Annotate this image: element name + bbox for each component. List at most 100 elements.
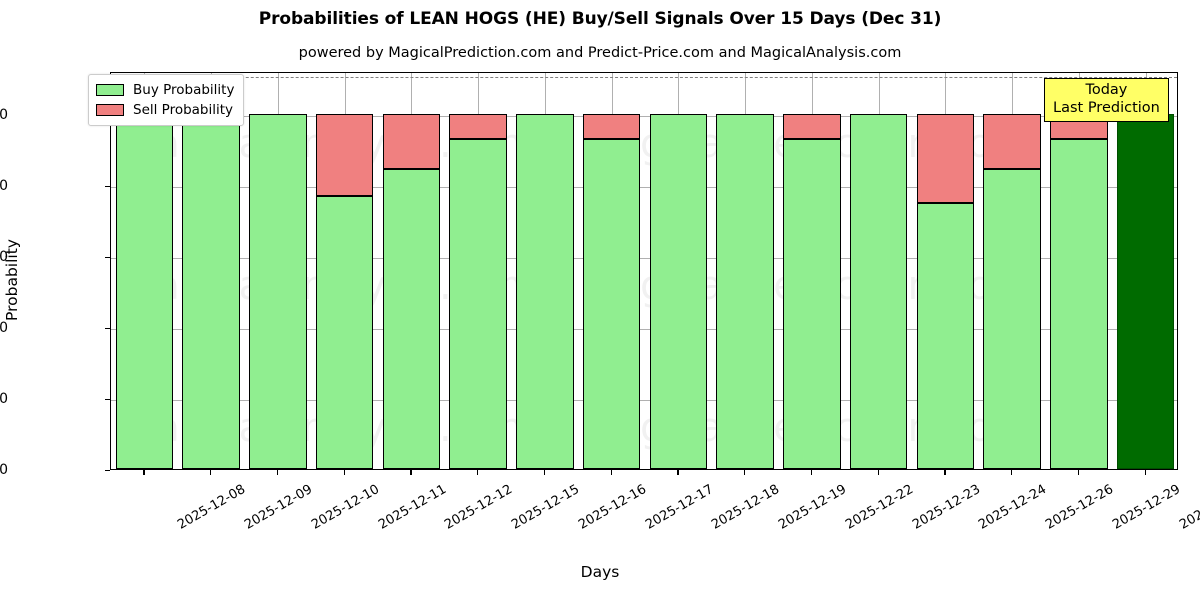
x-axis-label: Days: [580, 563, 620, 581]
x-axis-tick-mark: [1011, 470, 1013, 475]
bar-group[interactable]: [649, 73, 708, 469]
legend-swatch-sell: [96, 104, 124, 116]
bar-segment-sell[interactable]: [315, 113, 374, 197]
bar-group[interactable]: [382, 73, 441, 469]
bar-group[interactable]: [1116, 73, 1175, 469]
x-axis-tick-mark: [1144, 470, 1146, 475]
x-axis-tick-label: 2025-12-19: [776, 482, 850, 533]
bar-segment-buy[interactable]: [649, 113, 708, 469]
x-axis-tick-label: 2025-12-23: [909, 482, 983, 533]
x-axis-tick-label: 2025-12-09: [242, 482, 316, 533]
y-axis-tick-label: 60: [0, 248, 8, 265]
gridline-horizontal: [111, 399, 1177, 401]
legend-swatch-buy: [96, 84, 124, 96]
x-axis-tick-mark: [1077, 470, 1080, 475]
bar-segment-buy[interactable]: [449, 138, 507, 469]
x-axis-tick-label: 2025-12-12: [442, 482, 516, 533]
gridline-horizontal: [111, 328, 1177, 330]
x-axis-tick-mark: [410, 470, 412, 475]
x-axis-tick-mark: [477, 470, 479, 475]
chart-subtitle: powered by MagicalPrediction.com and Pre…: [298, 45, 902, 61]
bar-group[interactable]: [1050, 73, 1108, 469]
bar-segment-buy[interactable]: [783, 138, 841, 469]
x-axis-tick-mark: [744, 470, 746, 475]
plot-area: MagicalAnalysis.comMagicalPrediction.com…: [110, 72, 1178, 470]
x-axis-tick-mark: [944, 470, 946, 475]
legend-item-sell[interactable]: Sell Probability: [96, 100, 234, 120]
y-axis-tick-mark: [105, 256, 110, 258]
bar-group[interactable]: [916, 73, 975, 469]
bar-group[interactable]: [716, 73, 774, 469]
bar-segment-buy[interactable]: [716, 113, 774, 469]
bar-segment-buy[interactable]: [1050, 138, 1108, 469]
bar-group[interactable]: [983, 73, 1041, 469]
gridline-horizontal: [111, 115, 1177, 117]
bar-segment-buy[interactable]: [382, 168, 441, 469]
y-axis-tick-mark: [105, 185, 110, 187]
x-axis-tick-label: 2025-12-22: [842, 482, 916, 533]
y-axis-tick-label: 0: [0, 462, 8, 478]
gridline-horizontal: [111, 257, 1177, 259]
x-axis-tick-mark: [543, 470, 546, 475]
x-axis-tick-label: 2025-12-17: [642, 482, 716, 533]
legend-item-buy[interactable]: Buy Probability: [96, 80, 234, 100]
bar-segment-buy[interactable]: [983, 168, 1041, 469]
x-axis-tick-mark: [610, 470, 612, 475]
bar-segment-buy[interactable]: [249, 113, 307, 469]
gridline-horizontal: [111, 186, 1177, 188]
bar-segment-sell[interactable]: [582, 113, 641, 139]
x-axis-tick-label: 2025-12-15: [509, 482, 583, 533]
x-axis-tick-mark: [276, 470, 279, 475]
y-axis-tick-label: 20: [0, 390, 8, 407]
bar-segment-buy[interactable]: [315, 196, 374, 469]
threshold-dashed-line: [111, 76, 1177, 78]
bar-group[interactable]: [849, 73, 908, 469]
y-axis-tick-label: 40: [0, 319, 8, 336]
x-axis-tick-label: 2025-12-18: [709, 482, 783, 533]
bar-segment-today[interactable]: [1116, 113, 1175, 469]
legend-label-sell: Sell Probability: [133, 102, 234, 118]
y-axis-tick-mark: [105, 470, 110, 472]
bar-group[interactable]: [315, 73, 374, 469]
bar-group[interactable]: [582, 73, 641, 469]
bar-segment-buy[interactable]: [582, 138, 641, 469]
bar-segment-buy[interactable]: [916, 203, 975, 469]
bar-segment-sell[interactable]: [983, 113, 1041, 169]
x-axis-tick-mark: [343, 470, 345, 475]
y-axis-tick-label: 80: [0, 177, 8, 194]
page-title: Probabilities of LEAN HOGS (HE) Buy/Sell…: [258, 9, 942, 29]
bar-group[interactable]: [182, 73, 240, 469]
x-axis-tick-label: 2025-12-16: [575, 482, 649, 533]
x-axis-tick-mark: [210, 470, 212, 475]
y-axis-tick-mark: [105, 398, 110, 401]
today-last-prediction-annotation: Today Last Prediction: [1044, 78, 1169, 123]
x-axis-tick-mark: [810, 470, 813, 475]
bar-segment-sell[interactable]: [449, 113, 507, 139]
today-annotation-line1: Today: [1085, 82, 1128, 98]
bar-group[interactable]: [115, 73, 174, 469]
x-axis-tick-label: 2025-12-08: [175, 482, 249, 533]
bar-segment-sell[interactable]: [382, 113, 441, 169]
x-axis-tick-mark: [143, 470, 145, 475]
y-axis-tick-label: 100: [0, 106, 8, 123]
x-axis-tick-mark: [677, 470, 679, 475]
bar-segment-buy[interactable]: [849, 113, 908, 469]
bar-group[interactable]: [249, 73, 307, 469]
legend-label-buy: Buy Probability: [133, 82, 235, 98]
chart-legend: Buy Probability Sell Probability: [88, 74, 245, 126]
bar-group[interactable]: [449, 73, 507, 469]
bar-segment-buy[interactable]: [182, 113, 240, 469]
y-axis-tick-mark: [105, 327, 110, 330]
bar-segment-buy[interactable]: [115, 113, 174, 469]
bar-group[interactable]: [783, 73, 841, 469]
x-axis-tick-label: 2025-12-26: [1043, 482, 1117, 533]
today-annotation-line2: Last Prediction: [1053, 99, 1160, 116]
x-axis-tick-label: 2025-12-24: [976, 482, 1050, 533]
bar-group[interactable]: [516, 73, 574, 469]
x-axis-tick-mark: [877, 470, 879, 475]
bar-segment-buy[interactable]: [516, 113, 574, 469]
bar-segment-sell[interactable]: [783, 113, 841, 139]
bar-segment-sell[interactable]: [916, 113, 975, 204]
x-axis-tick-label: 2025-12-29: [1109, 482, 1183, 533]
